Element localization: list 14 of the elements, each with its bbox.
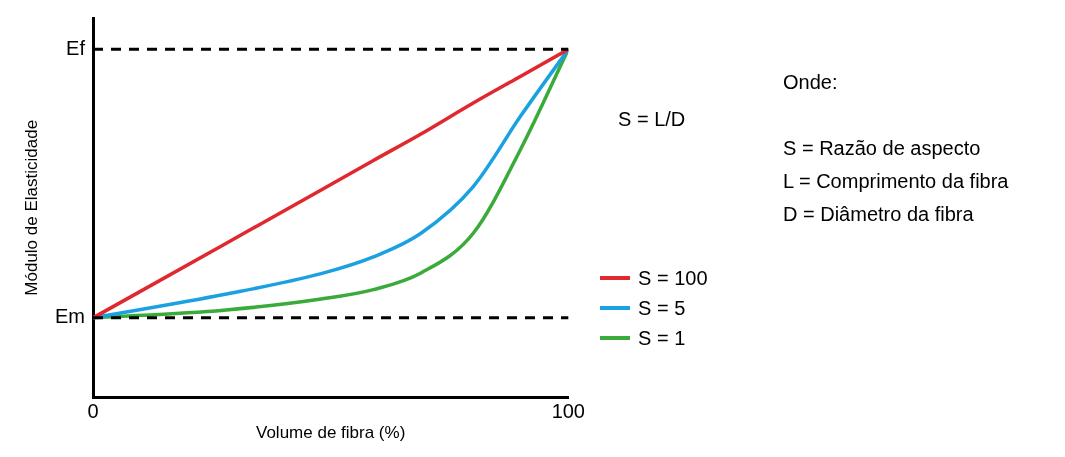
text: S = L/D [618,108,686,131]
x-axis-title: Volume de fibra (%) [256,423,406,443]
legend-label: S = 5 [638,296,686,320]
legend-label: S = 1 [638,326,686,350]
x-tick-label: 0 [87,400,99,423]
legend-label: S = 100 [638,266,708,290]
text: L = Comprimento da fibra [783,169,1009,194]
text: Onde: [783,70,839,95]
text: D = Diâmetro da fibra [783,202,975,227]
text: S = Razão de aspecto [783,136,982,161]
ref-line-label: Em [55,305,85,328]
ref-line-label: Ef [66,36,86,59]
y-axis-title: Módulo de Elasticidade [21,119,41,296]
x-tick-label: 100 [551,400,585,423]
